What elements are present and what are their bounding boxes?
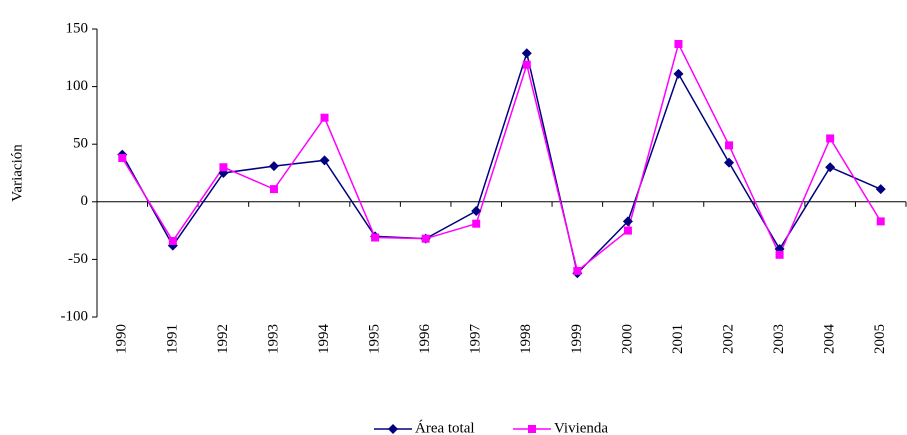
x-tick-label: 1991: [164, 324, 180, 354]
point: [522, 60, 531, 69]
point: [371, 233, 380, 242]
point: [421, 234, 430, 243]
point: [319, 155, 330, 166]
x-tick-label: 1992: [215, 324, 231, 354]
x-tick-label: 1998: [518, 324, 534, 354]
point: [775, 250, 784, 259]
point: [471, 206, 482, 217]
point: [168, 236, 177, 245]
point: [269, 185, 278, 194]
x-tick-label: 1994: [316, 324, 332, 355]
point: [725, 141, 734, 150]
y-tick-label: -50: [68, 251, 88, 267]
legend-label: Área total: [415, 419, 475, 435]
y-tick-label: 150: [66, 20, 89, 36]
x-tick-label: 1999: [569, 324, 585, 354]
point: [876, 217, 885, 226]
series-line: [121, 41, 882, 273]
y-tick-label: 0: [81, 193, 89, 209]
legend-marker: [388, 424, 398, 434]
x-tick-label: 2000: [619, 324, 635, 354]
y-tick-label: 50: [73, 136, 88, 152]
x-tick-label: 2005: [872, 324, 888, 354]
point: [673, 68, 684, 79]
x-tick-label: 2003: [771, 324, 787, 354]
x-tick-label: 2001: [670, 324, 686, 354]
point: [875, 184, 886, 195]
point: [521, 48, 532, 59]
y-tick-label: -100: [61, 308, 89, 324]
legend: Área total Vivienda: [374, 419, 608, 435]
point: [825, 162, 836, 173]
x-tick-label: 1996: [417, 324, 433, 355]
point: [622, 216, 633, 227]
point: [623, 226, 632, 235]
point: [674, 39, 683, 48]
point: [472, 219, 481, 228]
x-tick-label: 1993: [265, 324, 281, 354]
x-tick-label: 1995: [367, 324, 383, 354]
legend-marker: [528, 425, 536, 433]
legend-label: Vivienda: [554, 420, 608, 435]
point: [268, 161, 279, 172]
series-line: [121, 50, 882, 275]
x-tick-label: 2002: [720, 324, 736, 354]
point: [118, 154, 127, 163]
point: [573, 266, 582, 275]
x-tick-label: 2004: [822, 324, 838, 355]
y-tick-label: 100: [66, 78, 89, 94]
point: [320, 113, 329, 122]
point: [724, 157, 735, 168]
x-tick-label: 1990: [114, 324, 130, 354]
point: [219, 163, 228, 172]
point: [826, 134, 835, 143]
x-tick-label: 1997: [468, 324, 484, 355]
y-axis-label: Variación: [9, 144, 25, 202]
